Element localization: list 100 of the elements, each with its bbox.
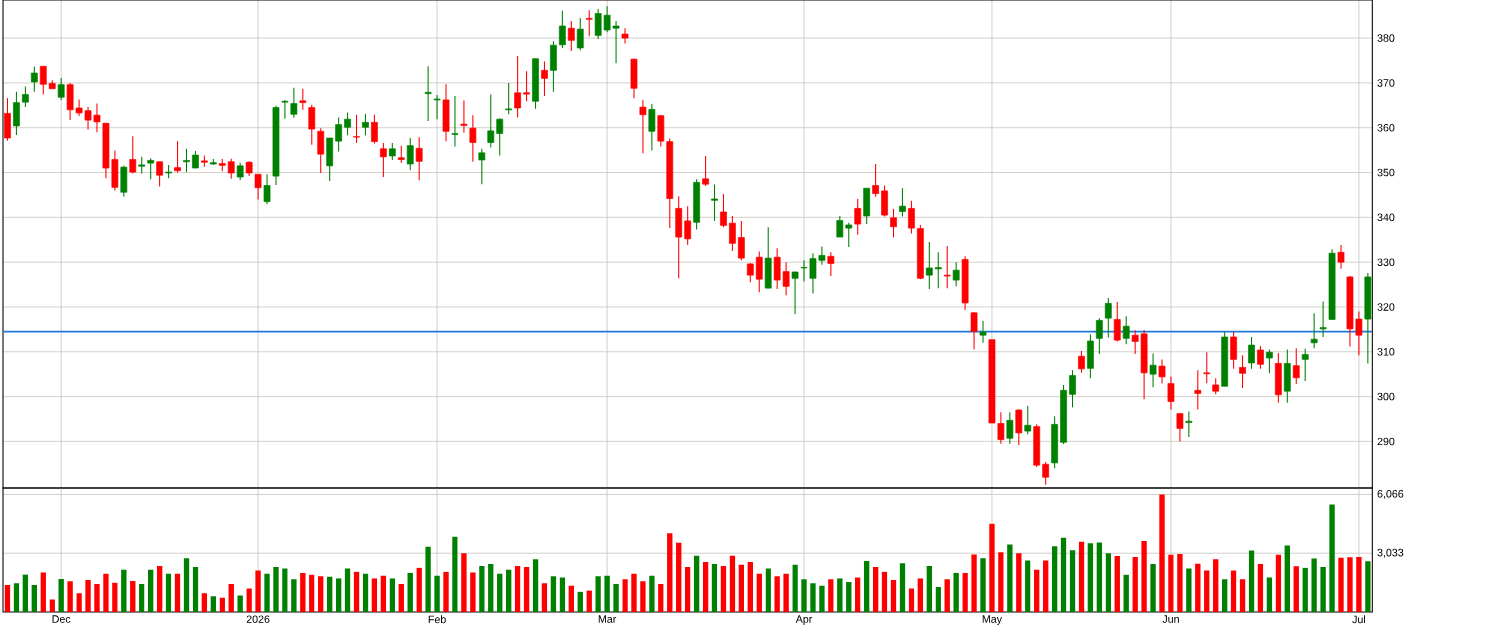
bar (1141, 540, 1147, 612)
candlestick (487, 94, 495, 148)
candlestick (1158, 358, 1166, 385)
bar (479, 565, 485, 612)
candlestick (1113, 301, 1121, 342)
candlestick (639, 99, 647, 154)
candlestick (675, 195, 683, 279)
candlestick (943, 245, 951, 289)
bar (1365, 561, 1371, 612)
bar (282, 568, 288, 612)
candlestick (1185, 410, 1193, 438)
candlestick (13, 91, 20, 136)
candlestick (890, 208, 897, 239)
bar (658, 583, 664, 612)
x-tick-label: Dec (52, 615, 71, 623)
candlestick (1167, 375, 1175, 411)
bar (550, 576, 557, 612)
bar (497, 573, 503, 612)
candlestick (317, 127, 325, 174)
candlestick (263, 173, 271, 205)
candlestick (362, 113, 369, 136)
candlestick (648, 103, 656, 152)
candlestick (272, 105, 280, 186)
bar (103, 573, 109, 612)
bar (765, 568, 771, 612)
candlestick (308, 104, 316, 146)
candlestick (979, 320, 987, 344)
bar (676, 542, 682, 612)
bar (595, 576, 601, 612)
bar (711, 563, 718, 612)
bar (1051, 546, 1058, 612)
candlestick (585, 9, 593, 37)
candlestick (1310, 312, 1318, 349)
candlestick (1266, 348, 1273, 374)
bar (810, 583, 816, 612)
bar (944, 579, 950, 612)
bar (935, 587, 941, 612)
y-tick-label: 330 (1377, 258, 1395, 266)
bar (729, 555, 736, 612)
bar (183, 558, 190, 612)
bar (264, 573, 270, 612)
bar (586, 590, 592, 612)
candlestick (1283, 348, 1291, 404)
bar (693, 555, 700, 612)
bar (309, 574, 315, 612)
bar (819, 585, 825, 612)
bar (174, 573, 181, 612)
candlestick (1042, 461, 1050, 486)
bar (1060, 537, 1067, 612)
bar (1034, 569, 1040, 612)
candlestick (764, 226, 772, 289)
bar (559, 577, 566, 612)
bar (1123, 574, 1129, 612)
bar (962, 572, 968, 612)
candlestick (630, 58, 638, 99)
y-tick-label: 290 (1377, 437, 1395, 446)
bar (139, 583, 145, 612)
bar (756, 573, 762, 612)
candlestick (415, 136, 423, 181)
bar (1096, 542, 1103, 612)
candlestick (30, 66, 38, 93)
candlestick (1230, 331, 1237, 370)
candlestick (576, 17, 584, 51)
bar (425, 546, 431, 612)
bar (1221, 579, 1228, 612)
bar (792, 564, 798, 612)
candlestick (129, 135, 137, 174)
bar (1302, 567, 1308, 612)
bar (470, 572, 476, 612)
bar (523, 567, 530, 612)
bar (514, 565, 521, 612)
bar (156, 565, 163, 612)
bar (1311, 558, 1317, 612)
bar (210, 596, 217, 612)
candlestick (433, 94, 441, 120)
candlestick (1006, 411, 1014, 445)
bar (326, 576, 333, 612)
candlestick (881, 184, 888, 217)
candlestick (335, 116, 343, 153)
candlestick (201, 154, 208, 168)
bar (640, 581, 646, 612)
y-tick-label: 300 (1377, 392, 1395, 401)
bar (434, 575, 440, 612)
candlestick (22, 85, 29, 108)
candlestick (514, 55, 522, 118)
candlestick (1194, 369, 1202, 411)
bar (846, 581, 852, 612)
bar (1230, 570, 1237, 612)
bar (58, 579, 64, 612)
bar (837, 578, 843, 612)
candlestick (4, 97, 11, 142)
bar (380, 575, 387, 612)
candlestick (165, 164, 172, 179)
candlestick (925, 241, 933, 290)
bar (40, 572, 46, 612)
bar (1293, 566, 1299, 612)
candlestick (245, 160, 253, 177)
bar (1320, 567, 1326, 612)
candlestick (916, 224, 924, 280)
bar (85, 580, 91, 612)
